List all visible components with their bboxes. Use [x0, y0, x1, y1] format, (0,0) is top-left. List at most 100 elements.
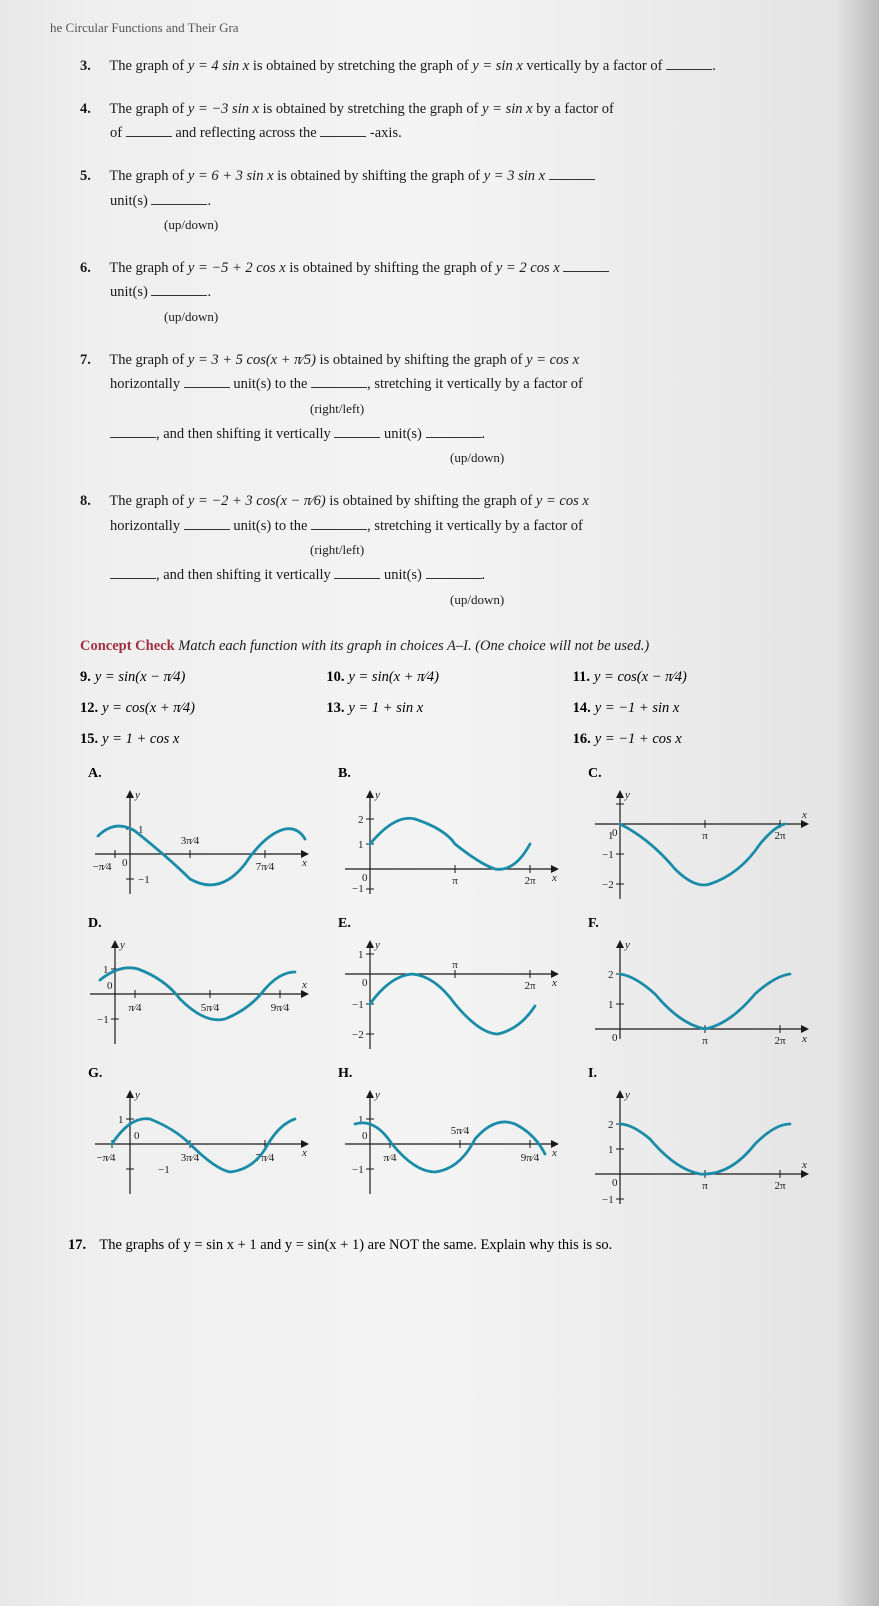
- gG-xt0: −π⁄4: [96, 1152, 116, 1164]
- gI-x: x: [801, 1159, 807, 1171]
- q6-blank1[interactable]: [563, 259, 609, 272]
- gB-0: 0: [362, 872, 368, 884]
- gA-y: y: [134, 789, 140, 801]
- q7-eq2: y = cos x: [526, 352, 579, 368]
- problem-11: 11.y = cos(x − π⁄4): [573, 669, 819, 686]
- graph-H-label: H.: [338, 1066, 570, 1082]
- problem-13: 13.y = 1 + sin x: [326, 700, 572, 717]
- q7-blank4[interactable]: [334, 425, 380, 438]
- p14-eq: y = −1 + sin x: [595, 700, 680, 716]
- question-7: 7. The graph of y = 3 + 5 cos(x + π⁄5) i…: [110, 348, 819, 471]
- gF-y1: 1: [608, 999, 614, 1011]
- gG-x: x: [301, 1147, 307, 1159]
- gI-ym1: −1: [602, 1194, 614, 1206]
- q8-blank1[interactable]: [184, 517, 230, 530]
- q7-s: , stretching it vertically by a factor o…: [367, 376, 583, 392]
- q5-blank1[interactable]: [549, 167, 595, 180]
- graph-F-label: F.: [588, 916, 820, 932]
- q4-t2: is obtained by stretching the graph of: [259, 101, 482, 117]
- q4-t3: by a factor of: [533, 101, 614, 117]
- q8-blank2[interactable]: [311, 517, 367, 530]
- p13-n: 13.: [326, 700, 344, 716]
- q3-number: 3.: [80, 54, 102, 79]
- question-6: 6. The graph of y = −5 + 2 cos x is obta…: [110, 256, 819, 330]
- gA-xt0: −π⁄4: [92, 861, 112, 873]
- gB-xt0: π: [452, 875, 458, 887]
- graph-G-svg: y x 1 −1 −π⁄4 3π⁄4 7π⁄4 0: [80, 1084, 320, 1204]
- q6-u: unit(s): [110, 284, 151, 300]
- q8-blank4[interactable]: [334, 566, 380, 579]
- p15-n: 15.: [80, 731, 98, 747]
- q5-eq1: y = 6 + 3 sin x: [188, 168, 274, 184]
- matching-problems: 9.y = sin(x − π⁄4) 10.y = sin(x + π⁄4) 1…: [80, 669, 819, 748]
- q5-eq2: y = 3 sin x: [484, 168, 545, 184]
- q8-blank3[interactable]: [110, 566, 156, 579]
- q3-blank[interactable]: [666, 57, 712, 70]
- concept-lead: Concept Check: [80, 638, 175, 654]
- gA-xt1: 3π⁄4: [181, 835, 200, 847]
- gG-y1: 1: [118, 1114, 124, 1126]
- q5-number: 5.: [80, 164, 102, 189]
- problem-9: 9.y = sin(x − π⁄4): [80, 669, 326, 686]
- graph-F: F. y x 1 2 π 2π 0: [580, 912, 820, 1054]
- gI-xt1: 2π: [774, 1180, 786, 1192]
- gH-ym1: −1: [352, 1164, 364, 1176]
- p16-n: 16.: [573, 731, 591, 747]
- gA-ym1: −1: [138, 874, 150, 886]
- q8-number: 8.: [80, 489, 102, 514]
- problem-14: 14.y = −1 + sin x: [573, 700, 819, 717]
- q3-t1: The graph of: [109, 58, 188, 74]
- q6-updown: (up/down): [164, 306, 218, 328]
- p9-n: 9.: [80, 669, 91, 685]
- graph-B-svg: y x 1 2 −1 π 2π 0: [330, 784, 570, 904]
- gH-xt1: 5π⁄4: [451, 1125, 470, 1137]
- q8-u2: unit(s): [380, 567, 425, 583]
- gD-xt1: 5π⁄4: [201, 1002, 220, 1014]
- gF-y2: 2: [608, 969, 614, 981]
- q6-dot: .: [207, 284, 211, 300]
- q7-h: horizontally: [110, 376, 184, 392]
- q8-dot: .: [482, 567, 486, 583]
- problem-16: 16.y = −1 + cos x: [573, 731, 819, 748]
- p13-eq: y = 1 + sin x: [348, 700, 423, 716]
- q6-blank2[interactable]: [151, 283, 207, 296]
- q6-eq1: y = −5 + 2 cos x: [188, 260, 286, 276]
- q3-t3: vertically by a factor of: [523, 58, 666, 74]
- q8-h: horizontally: [110, 518, 184, 534]
- gF-xt1: 2π: [774, 1035, 786, 1047]
- p9-eq: y = sin(x − π⁄4): [95, 669, 185, 685]
- question-4: 4. The graph of y = −3 sin x is obtained…: [110, 97, 819, 146]
- gE-xt1: 2π: [524, 980, 536, 992]
- gB-y2: 2: [358, 814, 364, 826]
- gF-xt0: π: [702, 1035, 708, 1047]
- p16-eq: y = −1 + cos x: [595, 731, 682, 747]
- q7-blank1[interactable]: [184, 375, 230, 388]
- q7-blank5[interactable]: [426, 425, 482, 438]
- p11-eq: y = cos(x − π⁄4): [594, 669, 687, 685]
- gF-0: 0: [612, 1032, 618, 1044]
- gD-0: 0: [107, 980, 113, 992]
- problem-10: 10.y = sin(x + π⁄4): [326, 669, 572, 686]
- q5-blank2[interactable]: [151, 192, 207, 205]
- graph-D-label: D.: [88, 916, 320, 932]
- q5-t1: The graph of: [109, 168, 188, 184]
- q8-blank5[interactable]: [426, 566, 482, 579]
- q4-blank1[interactable]: [126, 124, 172, 137]
- q8-s: , stretching it vertically by a factor o…: [367, 518, 583, 534]
- q4-blank2[interactable]: [320, 124, 366, 137]
- q7-blank2[interactable]: [311, 375, 367, 388]
- q7-t2: is obtained by shifting the graph of: [316, 352, 526, 368]
- gH-x: x: [551, 1147, 557, 1159]
- q6-number: 6.: [80, 256, 102, 281]
- gE-x: x: [551, 977, 557, 989]
- q4-eq1: y = −3 sin x: [188, 101, 259, 117]
- q7-eq1: y = 3 + 5 cos(x + π⁄5): [188, 352, 316, 368]
- gC-y: y: [624, 789, 630, 801]
- graph-H-svg: y x 1 −1 π⁄4 5π⁄4 9π⁄4 0: [330, 1084, 570, 1204]
- gA-0: 0: [122, 857, 128, 869]
- q7-blank3[interactable]: [110, 425, 156, 438]
- gE-ym2: −2: [352, 1029, 364, 1041]
- gI-y: y: [624, 1089, 630, 1101]
- q5-u: unit(s): [110, 193, 151, 209]
- gB-x: x: [551, 872, 557, 884]
